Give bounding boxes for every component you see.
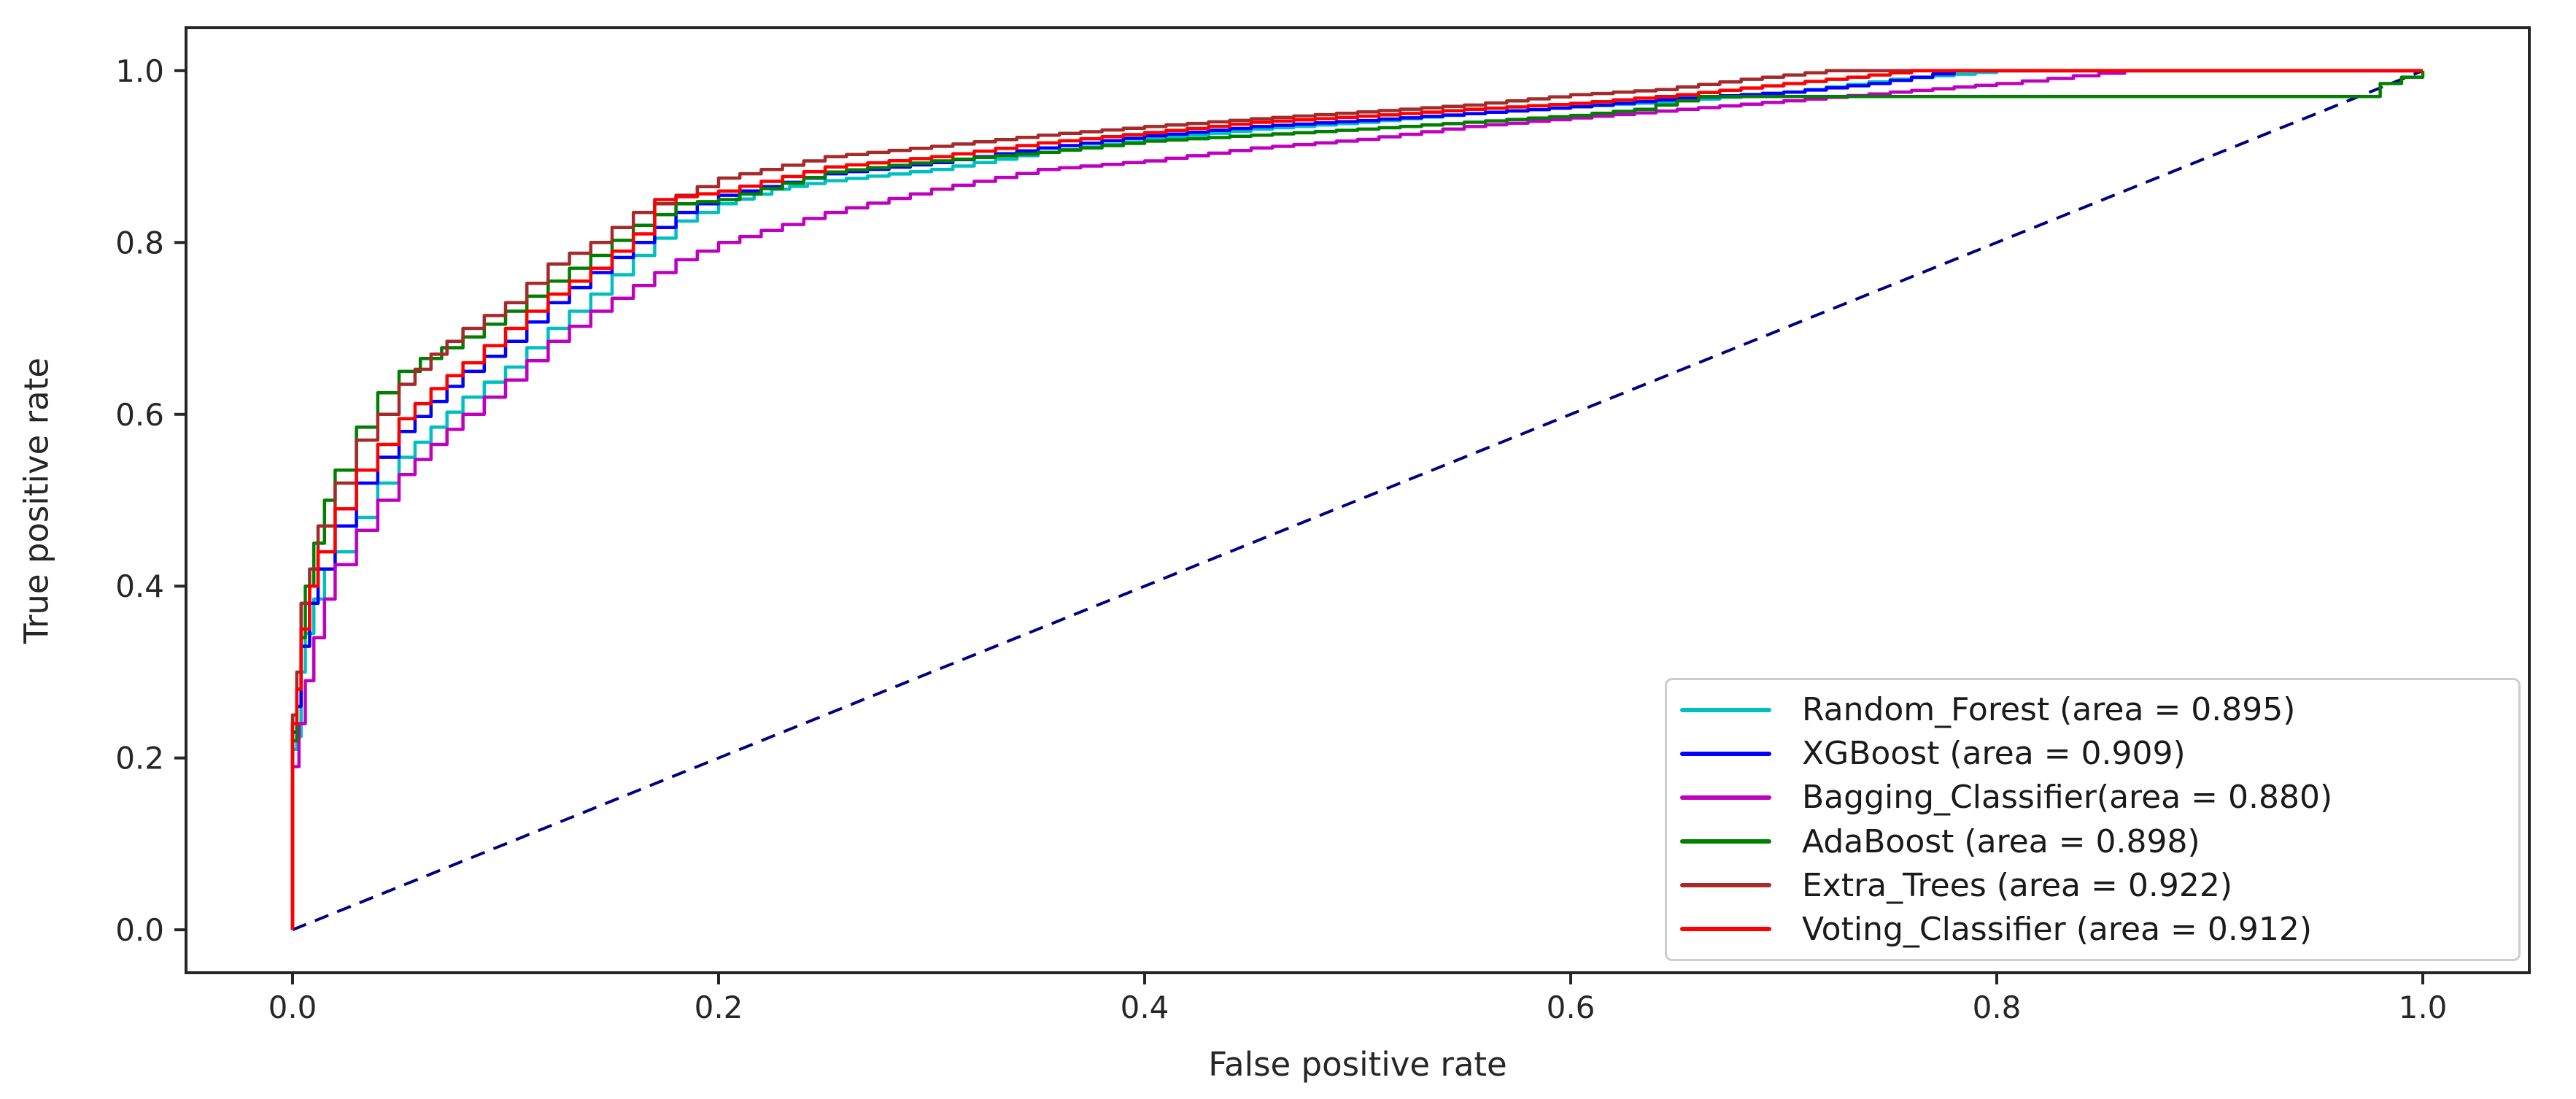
legend-item-label: Random_Forest (area = 0.895)	[1802, 691, 2296, 729]
legend-item-label: Voting_Classifier (area = 0.912)	[1802, 910, 2312, 948]
y-tick-label: 0.6	[115, 397, 164, 433]
y-tick-label: 0.0	[115, 912, 164, 948]
legend-item-label: Bagging_Classifier(area = 0.880)	[1802, 779, 2333, 817]
legend-item-label: AdaBoost (area = 0.898)	[1802, 822, 2200, 860]
x-tick-label: 0.8	[1973, 990, 2022, 1025]
legend-swatch-line	[1680, 839, 1771, 844]
legend-item-AdaBoost: AdaBoost (area = 0.898)	[1667, 823, 2518, 860]
x-tick-label: 0.0	[268, 990, 317, 1025]
legend-item-XGBoost: XGBoost (area = 0.909)	[1667, 735, 2518, 772]
legend-item-Voting_Classifier: Voting_Classifier (area = 0.912)	[1667, 911, 2518, 948]
x-tick-label: 0.2	[695, 990, 743, 1025]
legend-swatch-line	[1680, 927, 1771, 932]
plot-frame	[185, 26, 2531, 974]
y-tick-label: 1.0	[115, 53, 164, 89]
legend-item-Extra_Trees: Extra_Trees (area = 0.922)	[1667, 867, 2518, 904]
roc-curve-Voting_Classifier	[290, 69, 2423, 930]
y-tick-label: 0.8	[115, 225, 164, 261]
legend-box: Random_Forest (area = 0.895) XGBoost (are…	[1665, 678, 2521, 961]
legend-swatch-line	[1680, 751, 1771, 756]
roc-curve-Bagging_Classifier	[290, 69, 2423, 930]
legend-item-label: Extra_Trees (area = 0.922)	[1802, 866, 2232, 904]
y-tick-label: 0.2	[115, 741, 164, 776]
roc-curve-Extra_Trees	[290, 69, 2423, 930]
legend-swatch-line	[1680, 883, 1771, 888]
legend-swatch-line	[1680, 795, 1771, 800]
chance-diagonal	[292, 69, 2424, 931]
legend-item-Random_Forest: Random_Forest (area = 0.895)	[1667, 691, 2518, 728]
x-tick-label: 0.6	[1547, 990, 1596, 1025]
legend-item-Bagging_Classifier: Bagging_Classifier(area = 0.880)	[1667, 779, 2518, 816]
x-tick-label: 1.0	[2399, 990, 2448, 1025]
y-tick-label: 0.4	[115, 568, 164, 604]
legend-item-label: XGBoost (area = 0.909)	[1802, 735, 2186, 773]
legend-swatch-line	[1680, 707, 1771, 712]
x-tick-label: 0.4	[1121, 990, 1169, 1025]
x-axis-label: False positive rate	[1208, 1045, 1507, 1084]
y-axis-label: True positive rate	[17, 357, 56, 644]
